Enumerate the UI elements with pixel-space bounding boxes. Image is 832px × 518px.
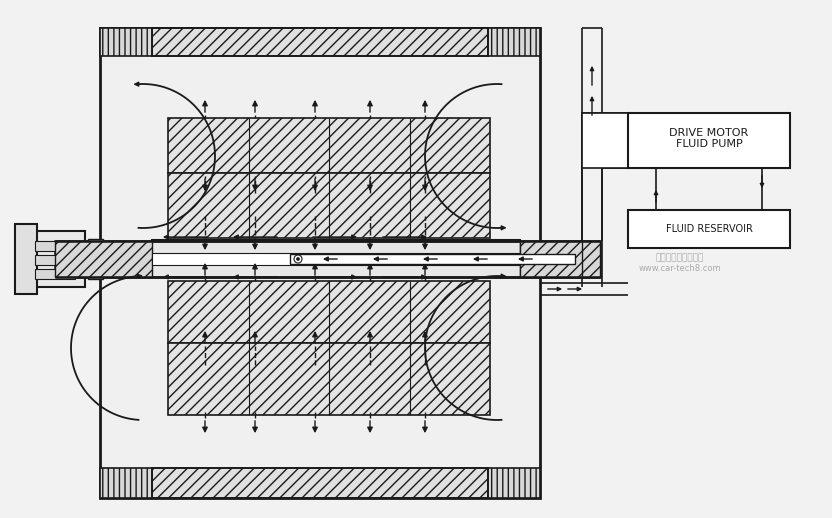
Bar — [100, 468, 152, 498]
Bar — [152, 28, 488, 56]
Bar — [488, 28, 540, 56]
Bar — [152, 468, 488, 498]
Text: www.car-tech8.com: www.car-tech8.com — [639, 264, 721, 272]
Bar — [520, 241, 600, 277]
Bar — [152, 253, 520, 265]
Text: DRIVE MOTOR
FLUID PUMP: DRIVE MOTOR FLUID PUMP — [670, 128, 749, 149]
Bar — [290, 254, 575, 264]
Bar — [100, 28, 152, 56]
Circle shape — [296, 257, 300, 261]
Bar — [88, 239, 103, 279]
Bar — [582, 113, 628, 168]
Bar — [628, 113, 790, 168]
Bar — [35, 255, 75, 265]
Circle shape — [294, 255, 302, 263]
Bar — [35, 241, 75, 251]
Bar — [488, 468, 540, 498]
Bar — [152, 28, 488, 56]
Bar — [55, 241, 600, 277]
Bar — [30, 231, 85, 287]
Bar — [152, 264, 520, 277]
Bar — [168, 173, 490, 238]
Bar — [35, 269, 75, 279]
Bar — [152, 240, 520, 253]
Text: 中国汽车工程师之家: 中国汽车工程师之家 — [656, 253, 704, 263]
Bar — [168, 281, 490, 343]
Bar — [168, 118, 490, 173]
Bar — [520, 241, 582, 277]
Bar — [152, 468, 488, 498]
Bar — [100, 28, 540, 498]
Bar — [15, 224, 37, 294]
Bar — [55, 241, 152, 277]
Bar — [168, 343, 490, 415]
Text: FLUID RESERVOIR: FLUID RESERVOIR — [666, 224, 752, 234]
Bar — [628, 210, 790, 248]
